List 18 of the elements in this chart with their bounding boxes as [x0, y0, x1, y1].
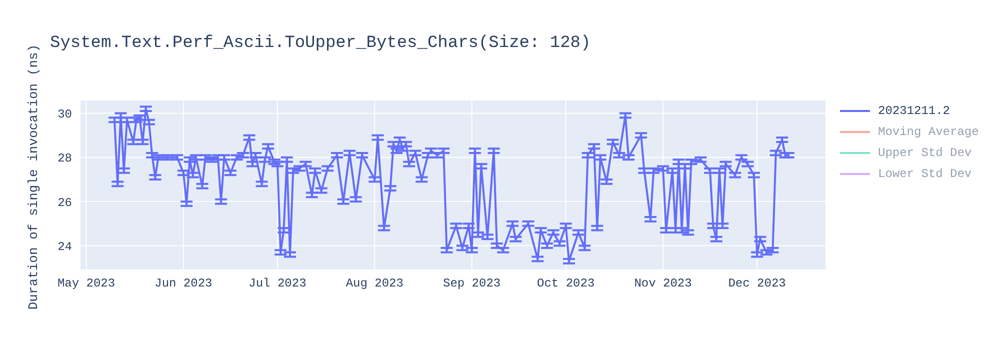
y-tick-label: 26	[58, 196, 72, 210]
x-tick-label: Dec 2023	[728, 276, 786, 291]
legend-label: Lower Std Dev	[878, 166, 972, 180]
chart-title: System.Text.Perf_Ascii.ToUpper_Bytes_Chars(Size: 128)	[50, 34, 591, 53]
x-tick-label: Aug 2023	[346, 276, 404, 291]
x-tick-label: Jul 2023	[248, 276, 306, 291]
legend-label: Upper Std Dev	[878, 146, 972, 160]
x-tick-label: Sep 2023	[443, 276, 501, 291]
y-tick-label: 30	[58, 108, 72, 122]
x-tick-label: Oct 2023	[537, 276, 595, 291]
x-tick-label: May 2023	[57, 276, 116, 291]
y-tick-label: 28	[58, 152, 72, 166]
x-tick-label: Jun 2023	[154, 276, 212, 291]
legend-label: Moving Average	[878, 124, 979, 138]
y-axis-title: Duration of single invocation (ns)	[26, 44, 41, 310]
legend-label: 20231211.2	[878, 104, 950, 118]
x-tick-label: Nov 2023	[634, 276, 692, 291]
y-tick-label: 24	[58, 240, 72, 254]
